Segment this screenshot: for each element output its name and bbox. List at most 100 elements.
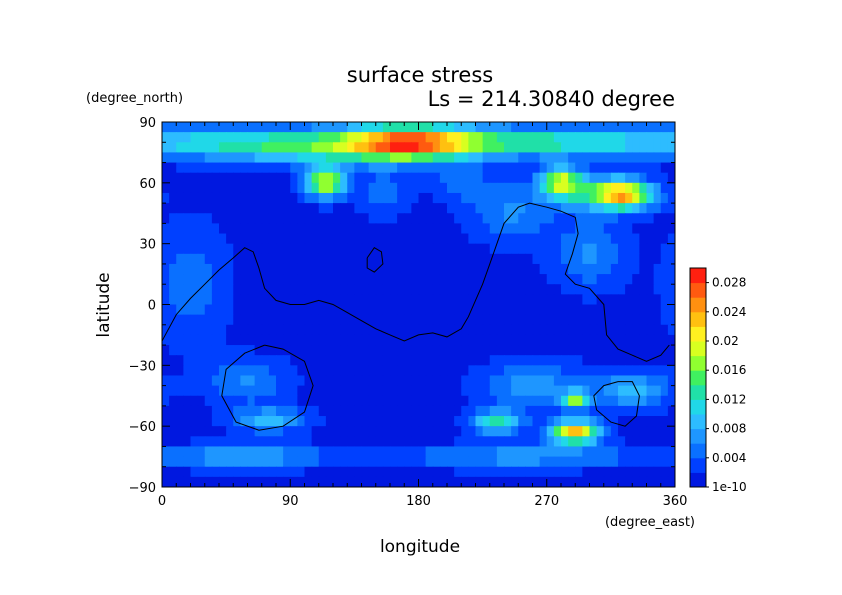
heatmap-cell (532, 132, 541, 143)
heatmap-cell (546, 294, 555, 306)
heatmap-cell (226, 284, 234, 295)
heatmap-cell (618, 355, 626, 366)
heatmap-cell (432, 284, 441, 295)
heatmap-cell (169, 172, 177, 184)
heatmap-cell (240, 466, 249, 478)
heatmap-cell (397, 294, 405, 306)
heatmap-cell (589, 263, 598, 275)
heatmap-cell (618, 172, 626, 184)
heatmap-cell (340, 233, 348, 245)
heatmap-cell (532, 365, 541, 377)
heatmap-cell (447, 233, 455, 245)
heatmap-cell (268, 263, 277, 275)
heatmap-cell (639, 416, 648, 427)
heatmap-cell (582, 253, 591, 265)
heatmap-cell (404, 304, 412, 316)
heatmap-cell (197, 274, 206, 285)
heatmap-cell (660, 385, 669, 397)
heatmap-cell (283, 243, 291, 255)
heatmap-cell (439, 416, 448, 427)
heatmap-cell (283, 132, 291, 143)
heatmap-cell (518, 365, 526, 377)
heatmap-cell (667, 122, 675, 133)
heatmap-cell (468, 142, 477, 154)
heatmap-cell (504, 426, 512, 437)
heatmap-cell (439, 436, 448, 448)
heatmap-cell (603, 203, 612, 214)
heatmap-cell (432, 182, 441, 194)
heatmap-cell (233, 385, 241, 397)
heatmap-cell (618, 122, 626, 133)
heatmap-cell (276, 395, 284, 407)
heatmap-cell (575, 122, 583, 133)
heatmap-cell (461, 192, 469, 204)
heatmap-cell (162, 385, 170, 397)
heatmap-cell (254, 122, 263, 133)
heatmap-cell (603, 172, 612, 184)
heatmap-cell (397, 213, 405, 224)
heatmap-cell (390, 172, 398, 184)
heatmap-cell (333, 345, 341, 356)
heatmap-cell (162, 446, 170, 458)
heatmap-cell (667, 314, 675, 326)
heatmap-cell (646, 192, 655, 204)
heatmap-cell (340, 263, 348, 275)
heatmap-cell (496, 243, 505, 255)
heatmap-cell (283, 274, 291, 285)
heatmap-cell (589, 132, 598, 143)
heatmap-cell (204, 152, 213, 164)
heatmap-cell (254, 436, 263, 448)
heatmap-cell (454, 162, 462, 174)
heatmap-cell (610, 284, 619, 295)
heatmap-cell (254, 213, 263, 224)
heatmap-cell (639, 192, 648, 204)
heatmap-cell (333, 334, 341, 346)
heatmap-cell (297, 172, 306, 184)
heatmap-cell (432, 243, 441, 255)
heatmap-cell (468, 324, 477, 336)
heatmap-cell (418, 233, 427, 245)
heatmap-cell (553, 426, 562, 437)
heatmap-cell (610, 456, 619, 468)
heatmap-cell (610, 274, 619, 285)
heatmap-cell (211, 142, 220, 154)
heatmap-cell (290, 446, 298, 458)
heatmap-cell (297, 284, 306, 295)
heatmap-cell (318, 213, 327, 224)
heatmap-cell (283, 182, 291, 194)
heatmap-cell (504, 182, 512, 194)
heatmap-cell (375, 456, 384, 468)
heatmap-cell (354, 436, 363, 448)
heatmap-cell (254, 395, 263, 407)
heatmap-cell (204, 416, 213, 427)
heatmap-cell (340, 314, 348, 326)
heatmap-cell (582, 263, 591, 275)
heatmap-cell (418, 395, 427, 407)
heatmap-cell (311, 192, 320, 204)
heatmap-cell (653, 192, 662, 204)
heatmap-cell (646, 355, 655, 366)
heatmap-cell (276, 426, 284, 437)
heatmap-cell (447, 446, 455, 458)
heatmap-cell (190, 476, 199, 487)
heatmap-cell (582, 182, 591, 194)
heatmap-cell (653, 426, 662, 437)
heatmap-cell (418, 426, 427, 437)
heatmap-cell (261, 446, 270, 458)
heatmap-cell (361, 243, 370, 255)
heatmap-cell (482, 304, 491, 316)
heatmap-cell (603, 182, 612, 194)
heatmap-cell (411, 416, 420, 427)
heatmap-cell (596, 405, 605, 417)
heatmap-cell (240, 294, 249, 306)
heatmap-cell (382, 132, 391, 143)
heatmap-cell (190, 426, 199, 437)
heatmap-cell (411, 253, 420, 265)
heatmap-cell (475, 152, 484, 164)
heatmap-cell (347, 395, 355, 407)
heatmap-cell (297, 345, 306, 356)
heatmap-cell (610, 476, 619, 487)
heatmap-cell (532, 263, 541, 275)
heatmap-cell (162, 456, 170, 468)
heatmap-cell (553, 162, 562, 174)
